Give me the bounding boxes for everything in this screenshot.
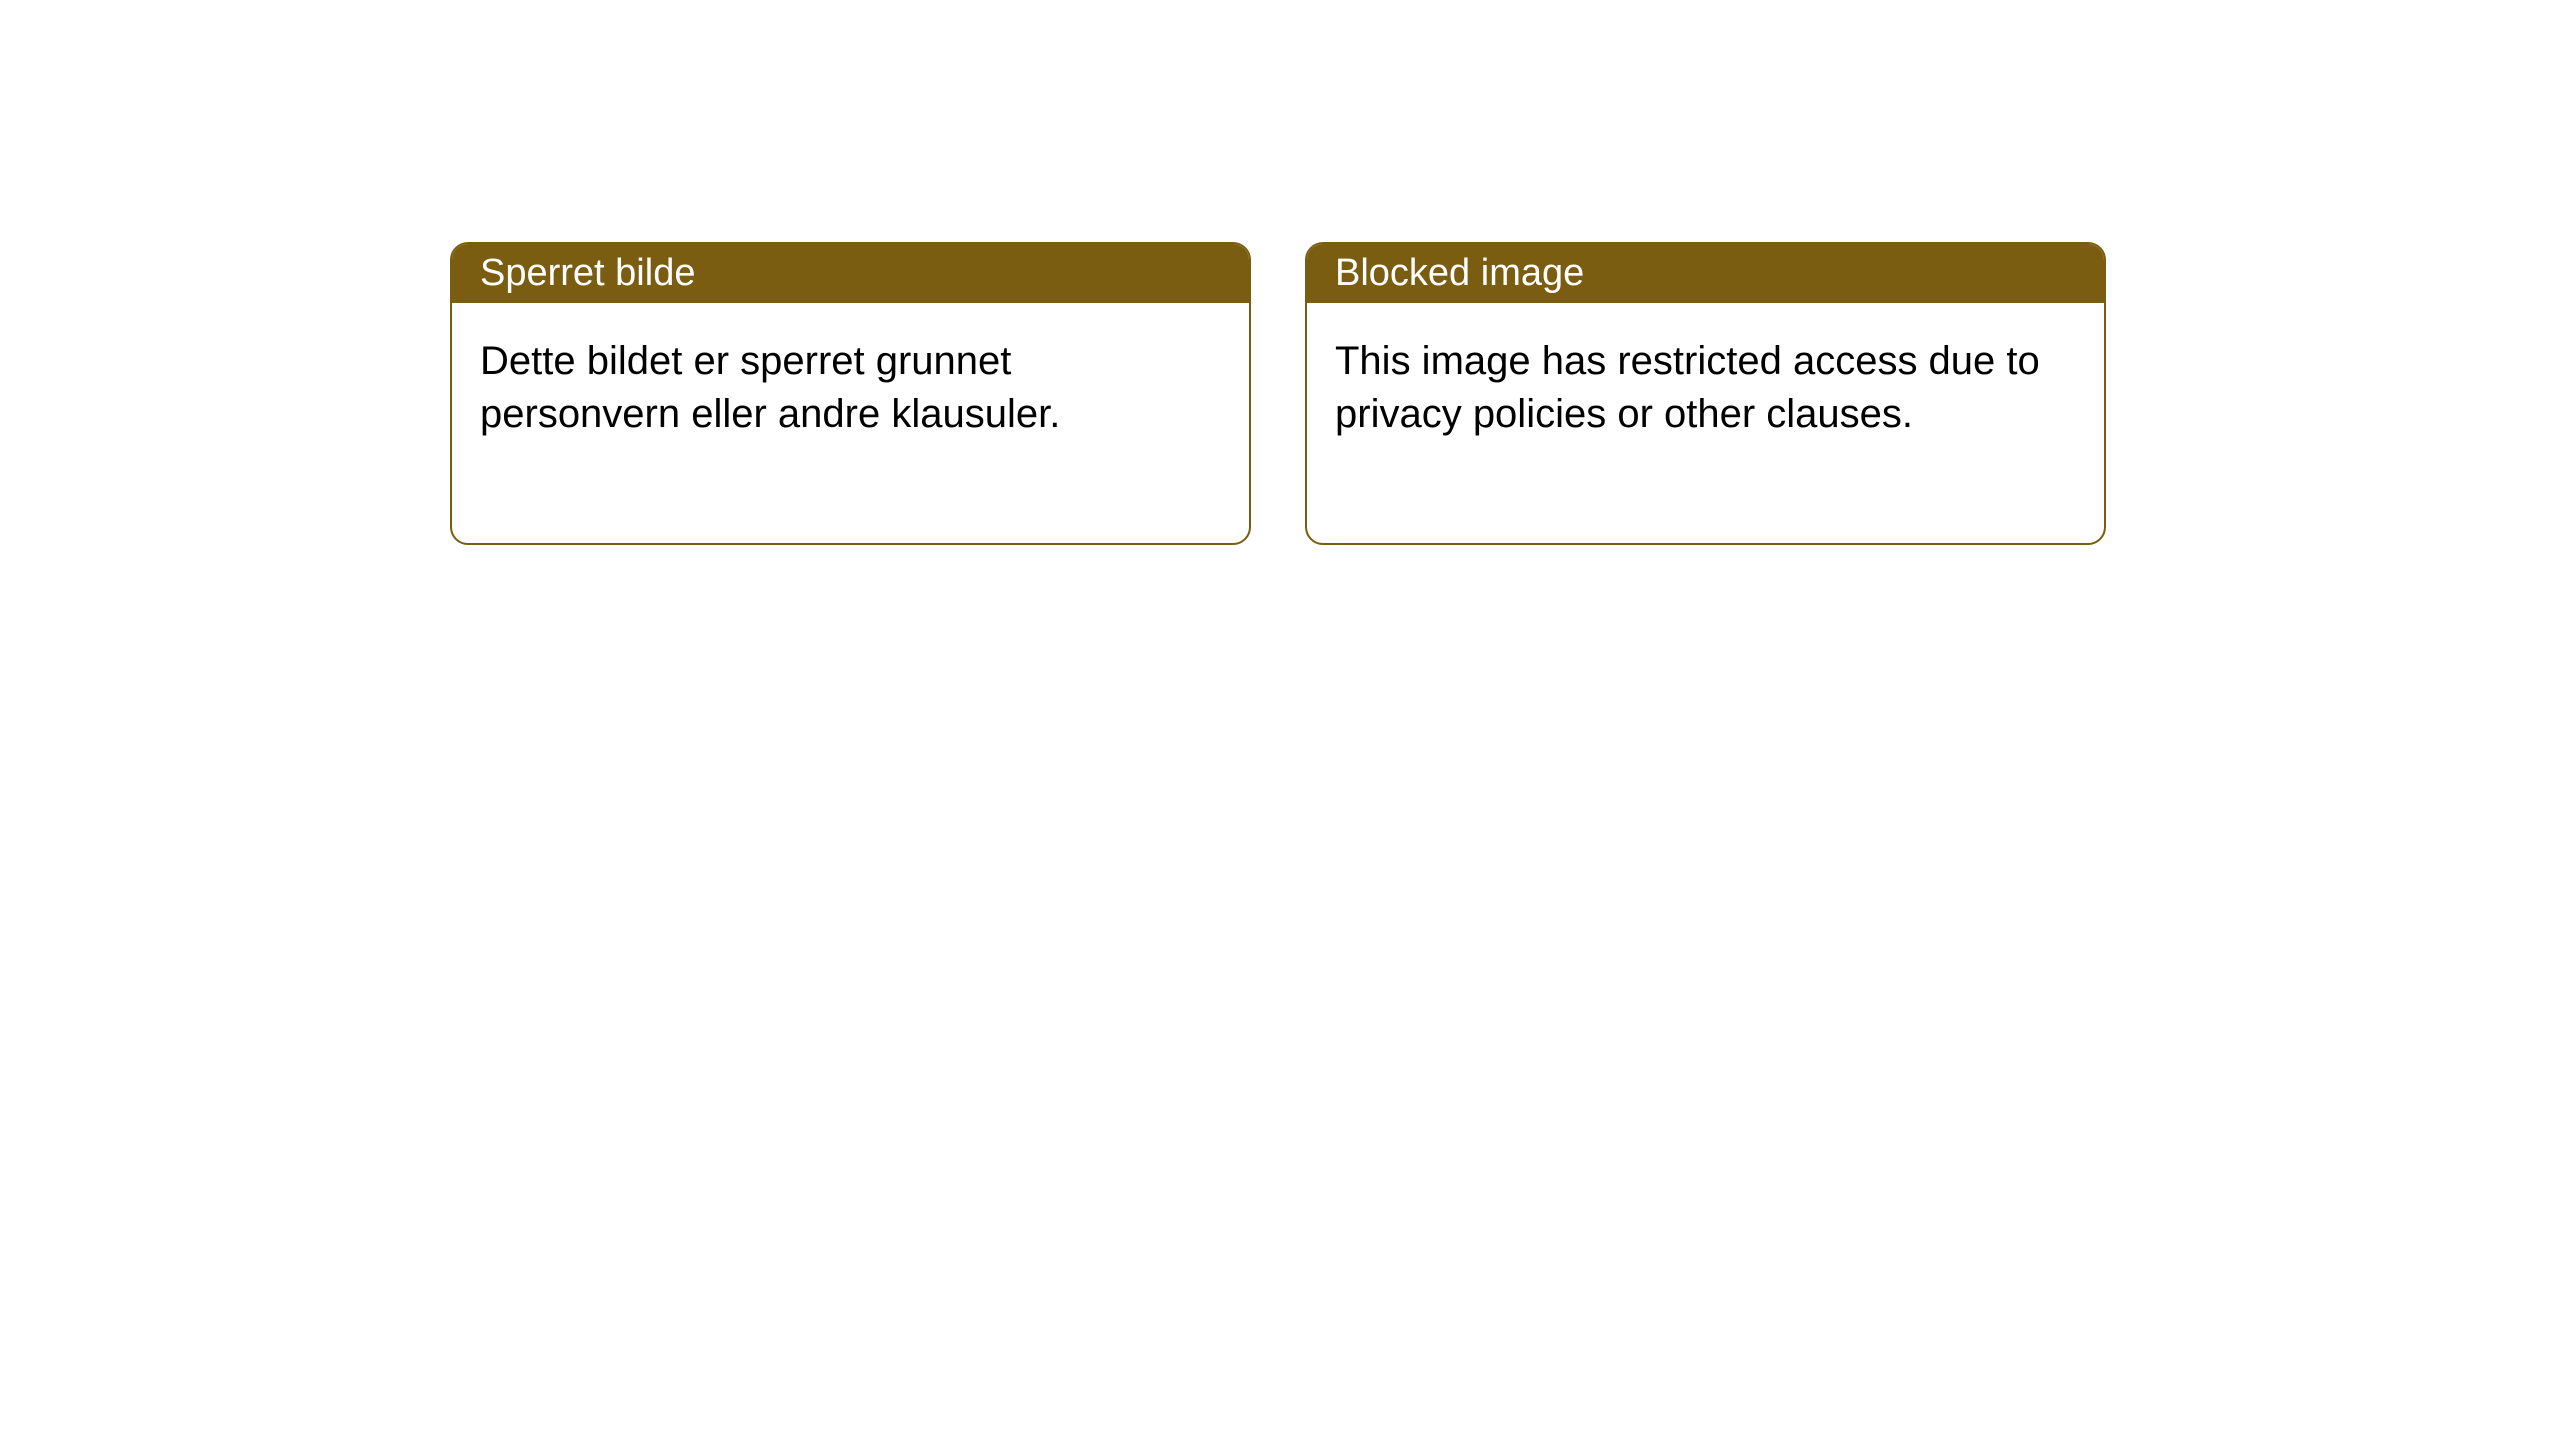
notice-card-norwegian: Sperret bilde Dette bildet er sperret gr…	[450, 242, 1251, 545]
notice-cards-container: Sperret bilde Dette bildet er sperret gr…	[450, 242, 2106, 545]
notice-card-body: This image has restricted access due to …	[1307, 303, 2104, 543]
notice-card-english: Blocked image This image has restricted …	[1305, 242, 2106, 545]
notice-card-title: Blocked image	[1307, 244, 2104, 303]
notice-card-body: Dette bildet er sperret grunnet personve…	[452, 303, 1249, 543]
notice-card-title: Sperret bilde	[452, 244, 1249, 303]
